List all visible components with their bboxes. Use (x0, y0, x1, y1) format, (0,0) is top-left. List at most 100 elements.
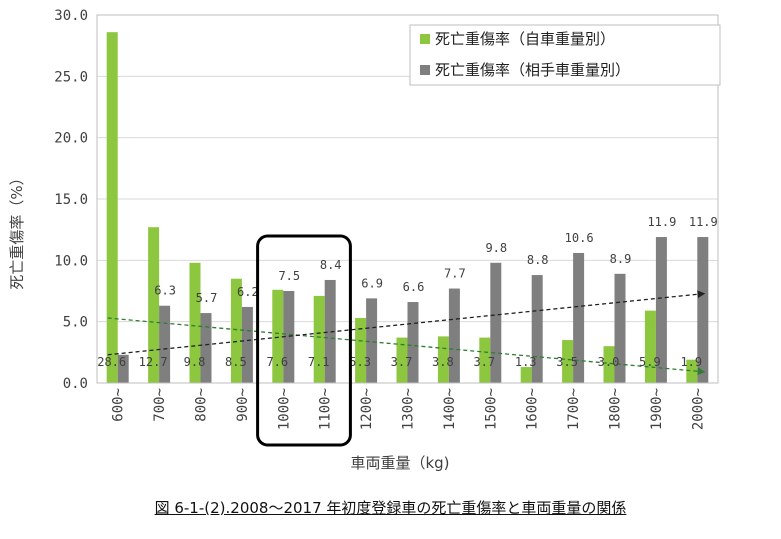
data-label-own-weight: 3.7 (473, 355, 495, 369)
bar-opponent-weight (200, 313, 212, 383)
highlight-box (256, 234, 352, 447)
bar-opponent-weight (366, 298, 378, 383)
data-label-opponent-weight: 7.5 (278, 269, 300, 283)
bar-opponent-weight (241, 306, 253, 383)
data-label-own-weight: 7.1 (308, 355, 330, 369)
bar-opponent-weight (324, 279, 336, 383)
y-tick-label: 0.0 (63, 376, 88, 392)
y-tick-label: 20.0 (54, 131, 88, 147)
y-tick-label: 5.0 (63, 315, 88, 331)
bar-opponent-weight (448, 288, 460, 383)
data-label-opponent-weight: 6.3 (154, 284, 176, 298)
legend-swatch-opponent-weight (420, 65, 430, 75)
data-label-own-weight: 7.6 (266, 355, 288, 369)
bar-own-weight (313, 295, 325, 383)
data-label-own-weight: 3.5 (556, 355, 578, 369)
y-tick-label: 10.0 (54, 253, 88, 269)
legend-label-own-weight: 死亡重傷率（自車重量別） (435, 30, 615, 48)
bar-own-weight (603, 346, 615, 383)
bar-own-weight (106, 32, 118, 383)
data-label-opponent-weight: 6.6 (403, 280, 425, 294)
x-tick-label: 1300~ (401, 388, 417, 430)
bar-own-weight (686, 359, 698, 383)
y-tick-label: 15.0 (54, 192, 88, 208)
x-tick-label: 1700~ (566, 388, 582, 430)
x-tick-label: 1600~ (525, 388, 541, 430)
data-label-opponent-weight: 11.9 (689, 215, 718, 229)
y-tick-label: 30.0 (54, 8, 88, 24)
bar-own-weight (355, 317, 367, 383)
bar-own-weight (437, 336, 449, 383)
bar-opponent-weight (614, 273, 626, 383)
data-label-own-weight: 12.7 (139, 355, 168, 369)
data-label-opponent-weight: 8.9 (610, 252, 632, 266)
x-tick-label: 600~ (111, 388, 127, 422)
legend-frame (409, 24, 721, 86)
x-tick-label: 1000~ (276, 388, 292, 430)
plot-frame (96, 14, 719, 384)
x-tick-label: 1100~ (318, 388, 334, 430)
bar-own-weight (479, 337, 491, 383)
legend-swatch-own-weight (420, 34, 430, 44)
data-label-own-weight: 5.9 (639, 355, 661, 369)
bar-own-weight (396, 337, 408, 383)
y-tick-label: 25.0 (54, 69, 88, 85)
bar-own-weight (189, 262, 201, 383)
data-label-own-weight: 28.6 (97, 355, 126, 369)
bar-opponent-weight (531, 275, 543, 383)
data-label-opponent-weight: 5.7 (196, 291, 218, 305)
data-label-own-weight: 8.5 (225, 355, 247, 369)
bar-opponent-weight (655, 237, 667, 383)
x-tick-label: 1400~ (442, 388, 458, 430)
x-tick-label: 1800~ (608, 388, 624, 430)
data-label-opponent-weight: 11.9 (647, 215, 676, 229)
data-label-own-weight: 3.8 (432, 355, 454, 369)
trendlines (107, 290, 706, 376)
bar-opponent-weight (407, 302, 419, 383)
data-label-opponent-weight: 6.2 (237, 285, 259, 299)
chart: 0.0 5.0 10.0 15.0 20.0 25.0 30.0 600~ 700~ 800~ 90… (8, 8, 721, 472)
x-tick-label: 700~ (152, 388, 168, 422)
trendline (107, 317, 706, 376)
x-axis-title: 車両重量（kg) (350, 454, 449, 472)
legend-label-opponent-weight: 死亡重傷率（相手車重量別） (435, 61, 630, 79)
data-label-own-weight: 3.0 (598, 355, 620, 369)
y-axis-title: 死亡重傷率（%） (8, 170, 26, 289)
x-tick-label: 1900~ (649, 388, 665, 430)
bar-opponent-weight (159, 305, 171, 383)
bar-own-weight (148, 227, 160, 383)
data-label-own-weight: 5.3 (349, 355, 371, 369)
x-tick-label: 2000~ (690, 388, 706, 430)
axes: 0.0 5.0 10.0 15.0 20.0 25.0 30.0 600~ 700~ 800~ 90… (54, 8, 719, 430)
bar-opponent-weight (573, 252, 585, 383)
trendline (107, 290, 706, 356)
bar-own-weight (230, 278, 242, 383)
data-label-opponent-weight: 10.6 (565, 231, 594, 245)
bar-opponent-weight (697, 237, 709, 383)
x-tick-label: 1200~ (359, 388, 375, 430)
bar-opponent-weight (117, 354, 129, 383)
bar-own-weight (272, 289, 284, 383)
data-label-opponent-weight: 7.7 (444, 267, 466, 281)
x-tick-label: 1500~ (483, 388, 499, 430)
legend: 死亡重傷率（自車重量別） 死亡重傷率（相手車重量別） (409, 24, 721, 86)
data-label-opponent-weight: 8.8 (527, 253, 549, 267)
data-labels: 28.6 12.7 9.8 8.5 7.6 7.1 5.3 3.7 3.8 3.7 1.3 3.5 3.… (97, 215, 718, 369)
bar-own-weight (562, 340, 574, 383)
bar-opponent-weight (283, 291, 295, 383)
x-tick-label: 900~ (235, 388, 251, 422)
x-tick-label: 800~ (194, 388, 210, 422)
data-label-own-weight: 1.3 (515, 355, 537, 369)
bar-opponent-weight (490, 262, 502, 383)
highlight-rect (256, 234, 352, 447)
bar-own-weight (520, 367, 532, 383)
data-label-opponent-weight: 6.9 (361, 276, 383, 290)
data-label-own-weight: 1.9 (680, 355, 702, 369)
data-label-opponent-weight: 9.8 (485, 241, 507, 255)
data-label-opponent-weight: 8.4 (320, 258, 342, 272)
data-label-own-weight: 9.8 (184, 355, 206, 369)
figure-caption: 図 6-1-(2).2008～2017 年初度登録車の死亡重傷率と車両重量の関係 (154, 499, 627, 517)
bars (106, 32, 709, 383)
data-label-own-weight: 3.7 (391, 355, 413, 369)
bar-own-weight (644, 310, 656, 383)
